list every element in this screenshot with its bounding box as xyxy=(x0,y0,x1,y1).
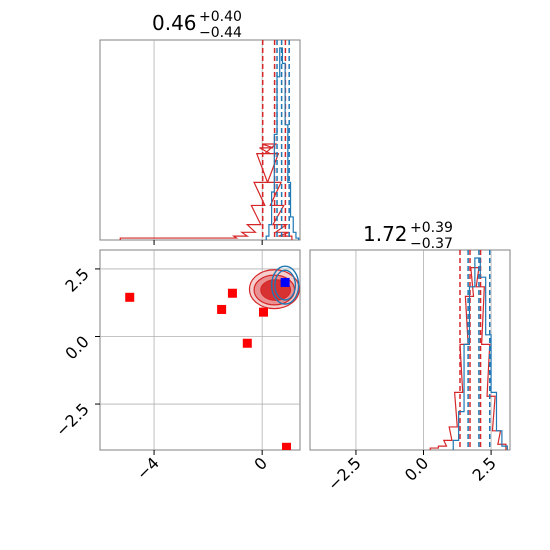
title-minus: −0.44 xyxy=(199,25,242,41)
title-minus: −0.37 xyxy=(410,236,453,252)
title-plus: +0.39 xyxy=(410,220,453,236)
x-tick-label: 0.0 xyxy=(401,453,432,484)
title-value: 0.46 xyxy=(152,11,197,35)
title-plus: +0.40 xyxy=(199,9,242,25)
contour-blue-outer xyxy=(274,269,297,301)
y-tick-label: −2.5 xyxy=(52,399,93,440)
x-tick-label: −2.5 xyxy=(324,453,365,494)
marker-red xyxy=(242,338,252,348)
contour-blue-inner xyxy=(270,265,300,305)
title-value: 1.72 xyxy=(363,222,408,246)
panel-frame xyxy=(99,39,301,241)
histogram-series-0 xyxy=(119,143,293,240)
x-tick-label: 0 xyxy=(250,453,271,474)
histogram-series-1 xyxy=(265,47,300,240)
histogram-series-1 xyxy=(452,257,508,450)
marker-red xyxy=(217,304,227,314)
panel-title: 1.72 +0.39 −0.37 xyxy=(363,220,453,252)
panel-2d-scatter: −4 0 −2.5 0.0 2.5 xyxy=(52,249,301,484)
x-tick-label: −4 xyxy=(133,453,163,483)
y-tick-label: 0.0 xyxy=(61,332,92,363)
marker-red xyxy=(227,288,237,298)
marker-red xyxy=(281,442,291,450)
marker-red xyxy=(125,292,135,302)
x-tick-label: 2.5 xyxy=(468,453,499,484)
marker-red xyxy=(259,307,269,317)
marker-blue xyxy=(280,277,290,287)
panel-param2-histogram: −2.5 0.0 2.5 1.72 +0.39 −0.37 xyxy=(309,220,511,494)
panel-param1-histogram: 0.46 +0.40 −0.44 xyxy=(99,9,301,245)
panel-title: 0.46 +0.40 −0.44 xyxy=(152,9,242,41)
y-tick-label: 2.5 xyxy=(61,264,92,295)
